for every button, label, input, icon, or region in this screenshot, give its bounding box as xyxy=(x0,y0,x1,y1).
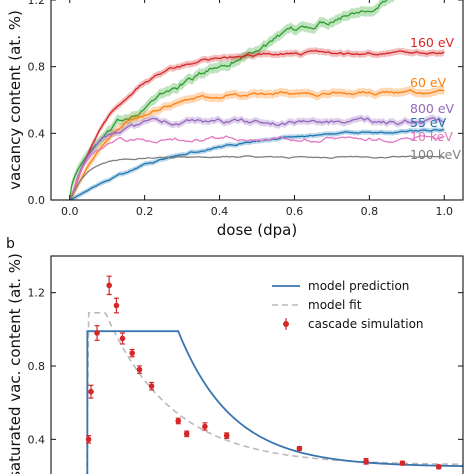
series-line xyxy=(69,0,388,201)
series-line xyxy=(69,116,445,201)
panel-a: 0.0 0.2 0.4 0.6 0.8 1.0 0.0 0.4 0.8 1.2 dose (dpa)… xyxy=(6,0,464,239)
x-tick-label: 1.0 xyxy=(436,205,454,218)
data-point xyxy=(363,458,369,465)
y-axis-title: vacancy content (at. %) xyxy=(6,10,24,190)
series-line xyxy=(69,135,445,201)
x-tick-label: 0.6 xyxy=(286,205,304,218)
data-point xyxy=(106,282,112,289)
y-tick-label: 1.2 xyxy=(28,0,46,7)
series-label: 10 keV xyxy=(410,129,453,144)
series-label: 55 eV xyxy=(410,115,447,130)
series-line xyxy=(69,155,445,201)
x-axis-title: dose (dpa) xyxy=(217,221,297,239)
data-point xyxy=(136,366,143,373)
legend-label: model prediction xyxy=(308,279,409,293)
series-label: 100 keV xyxy=(410,147,461,162)
legend-swatch xyxy=(283,321,289,327)
y-tick-label: 0.8 xyxy=(28,61,46,74)
y-tick-label: 0.4 xyxy=(28,127,46,140)
series-label: 160 eV xyxy=(410,35,455,50)
series-line xyxy=(69,49,445,201)
legend-label: cascade simulation xyxy=(308,317,424,331)
y-axis-title: saturated vac. content (at. %) xyxy=(6,253,24,474)
data-point xyxy=(399,460,406,466)
panel-b-label: b xyxy=(6,236,15,252)
x-tick-label: 0.0 xyxy=(61,205,79,218)
data-point xyxy=(296,445,303,452)
model-fit-line xyxy=(86,312,464,474)
data-point xyxy=(183,431,190,437)
x-tick-label: 0.8 xyxy=(361,205,379,218)
data-point xyxy=(94,330,100,336)
y-tick-label: 0.8 xyxy=(28,360,46,373)
data-point xyxy=(223,432,230,439)
data-point xyxy=(119,335,126,342)
data-point xyxy=(129,350,135,356)
series-label: 800 eV xyxy=(410,101,455,116)
data-point xyxy=(435,464,442,470)
series-band xyxy=(69,114,445,200)
data-point xyxy=(113,302,120,309)
series-band xyxy=(69,127,445,200)
x-tick-label: 0.2 xyxy=(136,205,154,218)
data-point xyxy=(202,423,208,430)
series-line xyxy=(69,89,445,201)
series-label: 60 eV xyxy=(410,75,447,90)
y-tick-label: 0.4 xyxy=(28,433,46,446)
plot-frame xyxy=(50,0,464,201)
data-point xyxy=(85,436,92,443)
y-tick-label: 1.2 xyxy=(28,287,46,300)
x-tick-label: 0.4 xyxy=(211,205,229,218)
model-prediction-line xyxy=(86,330,464,474)
data-point xyxy=(148,383,155,389)
y-tick-label: 0.0 xyxy=(28,194,46,207)
legend-label: model fit xyxy=(308,298,362,312)
data-point xyxy=(88,388,94,395)
panel-b: 0.4 0.8 1.2 saturated vac. content (at. %) m… xyxy=(6,253,464,474)
data-point xyxy=(175,418,182,424)
